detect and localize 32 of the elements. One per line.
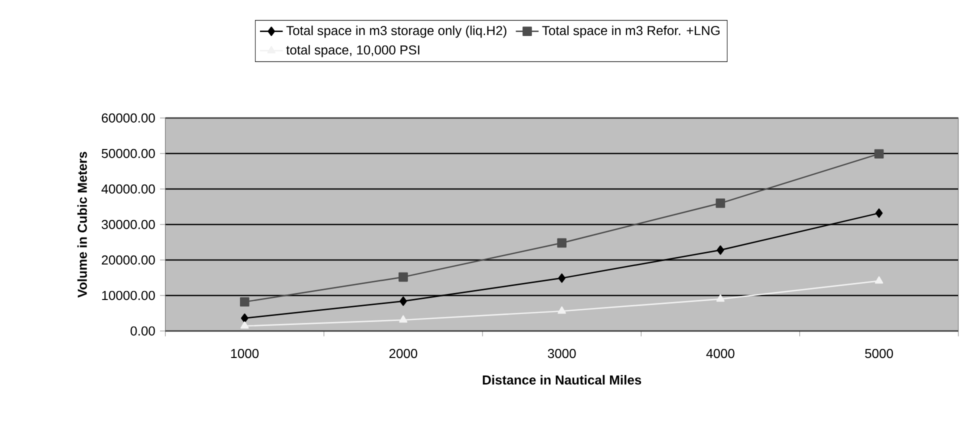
- y-tick-label: 10000.00: [102, 290, 155, 300]
- x-axis-title: Distance in Nautical Miles: [482, 375, 642, 385]
- legend-label: Total space in m3 Refor. +LNG: [542, 26, 720, 38]
- y-axis-title: Volume in Cubic Meters: [77, 152, 87, 298]
- point: [716, 245, 724, 255]
- point: [399, 315, 408, 323]
- y-tick-label: 50000.00: [102, 148, 155, 158]
- point: [240, 321, 249, 329]
- point: [557, 238, 567, 248]
- x-tick-label: 5000: [865, 348, 893, 358]
- point: [558, 273, 566, 283]
- x-tick-label: 2000: [389, 348, 418, 358]
- x-tick-label: 1000: [231, 348, 259, 358]
- legend-label: total space, 10,000 PSI: [286, 44, 420, 58]
- point: [400, 296, 407, 306]
- point: [398, 272, 408, 282]
- y-tick-label: 40000.00: [101, 184, 155, 194]
- y-tick-label: 60000.00: [102, 113, 155, 123]
- x-tick-label: 4000: [706, 348, 734, 358]
- point: [558, 306, 566, 314]
- y-tick-label: 20000.00: [102, 255, 155, 265]
- point: [716, 294, 725, 302]
- y-tick-label: 0.00: [130, 326, 155, 336]
- y-tick-label: 30000.00: [102, 220, 155, 230]
- point: [875, 208, 883, 218]
- point: [874, 276, 884, 284]
- point: [240, 297, 250, 307]
- x-tick-label: 3000: [548, 348, 576, 358]
- point: [716, 198, 726, 208]
- legend-label: Total space in m3 storage only (liq.H2): [286, 26, 506, 38]
- point: [240, 314, 248, 323]
- point: [874, 149, 884, 159]
